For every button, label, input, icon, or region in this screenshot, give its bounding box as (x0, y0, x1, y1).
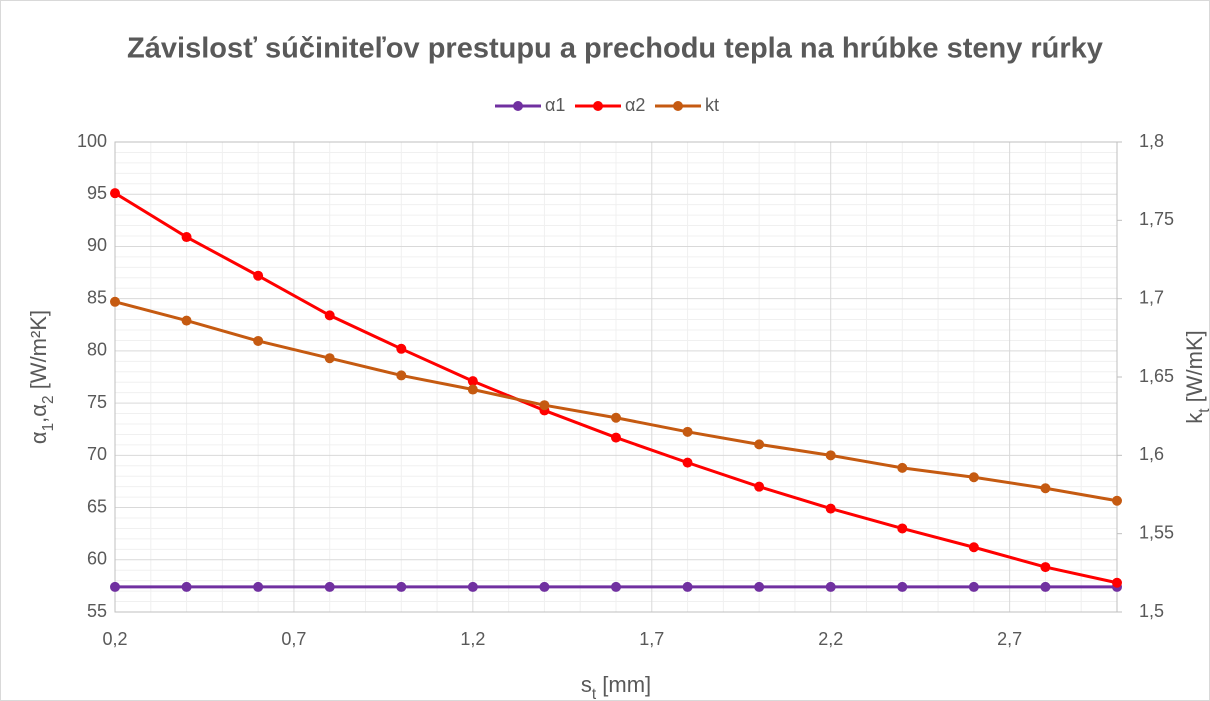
legend-marker (673, 101, 683, 111)
data-point (1040, 581, 1051, 592)
y-tick-label: 80 (87, 340, 107, 360)
axis-title: kt [W/mK] (1182, 330, 1210, 424)
y2-tick-label: 1,75 (1139, 209, 1174, 229)
y-tick-label: 70 (87, 444, 107, 464)
legend-marker (593, 101, 603, 111)
axis-title-part: [W/mK] (1182, 330, 1207, 408)
data-point (611, 581, 621, 592)
data-point (897, 462, 908, 473)
axis-title-part: s (581, 672, 592, 697)
y2-tick-label: 1,65 (1139, 366, 1174, 386)
y-tick-label: 85 (87, 287, 107, 307)
data-point (754, 581, 765, 592)
data-point (682, 426, 693, 437)
data-point (897, 581, 908, 592)
data-point (825, 581, 836, 592)
data-point (253, 335, 264, 346)
data-point (825, 503, 836, 514)
data-point (611, 432, 621, 443)
data-point (682, 581, 693, 592)
data-point (110, 296, 120, 307)
axis-title-part: t (592, 686, 597, 701)
y-tick-label: 75 (87, 392, 107, 412)
axis-title-part: [mm] (596, 672, 651, 697)
axis-title-part: ,α (26, 404, 51, 423)
legend-label: kt (705, 95, 719, 115)
y-tick-label: 55 (87, 601, 107, 621)
y2-tick-label: 1,55 (1139, 522, 1174, 542)
y2-tick-label: 1,7 (1139, 287, 1164, 307)
data-point (324, 353, 335, 364)
x-tick-label: 2,7 (997, 629, 1022, 649)
axis-title-part: 2 (40, 395, 57, 404)
x-tick-label: 0,2 (102, 629, 127, 649)
y2-tick-label: 1,8 (1139, 131, 1164, 151)
y-tick-label: 95 (87, 183, 107, 203)
data-point (754, 481, 765, 492)
legend-marker (513, 101, 523, 111)
data-point (1040, 562, 1051, 573)
data-point (396, 343, 407, 354)
data-point (324, 310, 335, 321)
data-point (968, 581, 979, 592)
axis-title-part: t (1196, 408, 1210, 413)
plot-border (114, 141, 1118, 613)
y-tick-label: 100 (77, 131, 107, 151)
axis-title-part: α (26, 431, 51, 444)
data-point (110, 581, 120, 592)
legend-label: α2 (625, 95, 645, 115)
data-point (110, 188, 120, 199)
x-tick-label: 1,7 (639, 629, 664, 649)
data-point (682, 457, 693, 468)
data-point (897, 523, 908, 534)
y-tick-label: 90 (87, 235, 107, 255)
axis-title-part: [W/m²K] (26, 310, 51, 396)
y-tick-label: 60 (87, 549, 107, 569)
legend-label: α1 (545, 95, 565, 115)
axis-title: α1,α2 [W/m²K] (26, 310, 57, 444)
y-tick-label: 65 (87, 496, 107, 516)
data-point (1112, 577, 1122, 588)
data-point (539, 400, 550, 411)
chart-title: Závislosť súčiniteľov prestupu a prechod… (127, 33, 1103, 65)
y2-tick-label: 1,6 (1139, 444, 1164, 464)
data-point (467, 376, 478, 387)
data-point (467, 581, 478, 592)
data-point (467, 384, 478, 395)
x-tick-label: 1,2 (460, 629, 485, 649)
axis-title-part: k (1182, 412, 1207, 424)
data-point (396, 370, 407, 381)
data-point (968, 542, 979, 553)
data-point (1112, 495, 1122, 506)
data-point (181, 315, 192, 326)
data-point (1040, 483, 1051, 494)
data-point (181, 581, 192, 592)
data-point (396, 581, 407, 592)
axis-title: st [mm] (581, 672, 651, 701)
data-point (754, 439, 765, 450)
data-point (253, 270, 264, 281)
data-point (253, 581, 264, 592)
data-point (324, 581, 335, 592)
y2-tick-label: 1,5 (1139, 601, 1164, 621)
x-tick-label: 0,7 (281, 629, 306, 649)
x-tick-label: 2,2 (818, 629, 843, 649)
data-point (181, 232, 192, 243)
data-point (968, 472, 979, 483)
data-point (825, 450, 836, 461)
data-point (539, 581, 550, 592)
data-point (611, 412, 621, 423)
axis-title-part: 1 (40, 423, 57, 432)
